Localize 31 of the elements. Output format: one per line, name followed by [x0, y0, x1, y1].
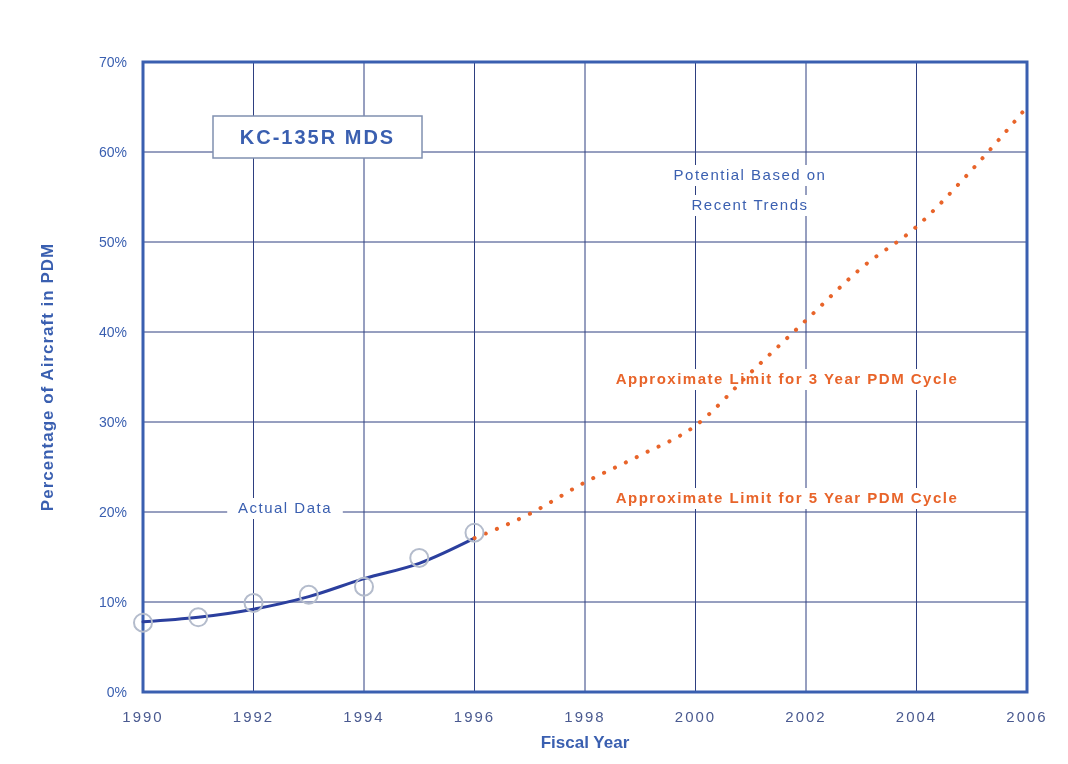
y-tick-label: 70% — [98, 54, 127, 70]
x-axis-title: Fiscal Year — [540, 733, 630, 752]
point — [298, 584, 319, 605]
y-tick-label: 60% — [98, 144, 127, 160]
y-tick-label: 50% — [98, 234, 127, 250]
y-tick-label: 0% — [106, 684, 127, 700]
text: KC-135R MDS — [239, 126, 396, 148]
x-tick-label: 1994 — [343, 708, 385, 725]
point — [188, 607, 209, 628]
x-tick-label: 1990 — [122, 708, 164, 725]
y-axis-title: Percentage of Aircraft in PDM — [38, 242, 57, 512]
x-tick-label: 1998 — [564, 708, 606, 725]
point — [464, 522, 485, 543]
annotation: Approximate Limit for 5 Year PDM Cycle — [615, 489, 959, 506]
x-tick-label: 1996 — [453, 708, 496, 725]
x-tick-label: 1992 — [232, 708, 275, 725]
annotation: Actual Data — [237, 499, 333, 516]
x-tick-label: 2004 — [895, 708, 938, 725]
point — [354, 576, 374, 597]
x-tick-label: 2006 — [1006, 708, 1048, 725]
y-tick-label: 40% — [98, 324, 127, 340]
y-tick-label: 10% — [98, 594, 127, 610]
point — [409, 547, 430, 568]
y-tick-label: 30% — [98, 414, 127, 430]
x-tick-label: 2000 — [674, 708, 717, 725]
point — [243, 592, 264, 613]
x-tick-label: 2002 — [785, 708, 827, 725]
annotation: Approximate Limit for 3 Year PDM Cycle — [615, 370, 959, 387]
annotation: Potential Based on Recent Trends — [673, 166, 827, 213]
point — [133, 612, 153, 633]
y-tick-label: 20% — [98, 504, 127, 520]
